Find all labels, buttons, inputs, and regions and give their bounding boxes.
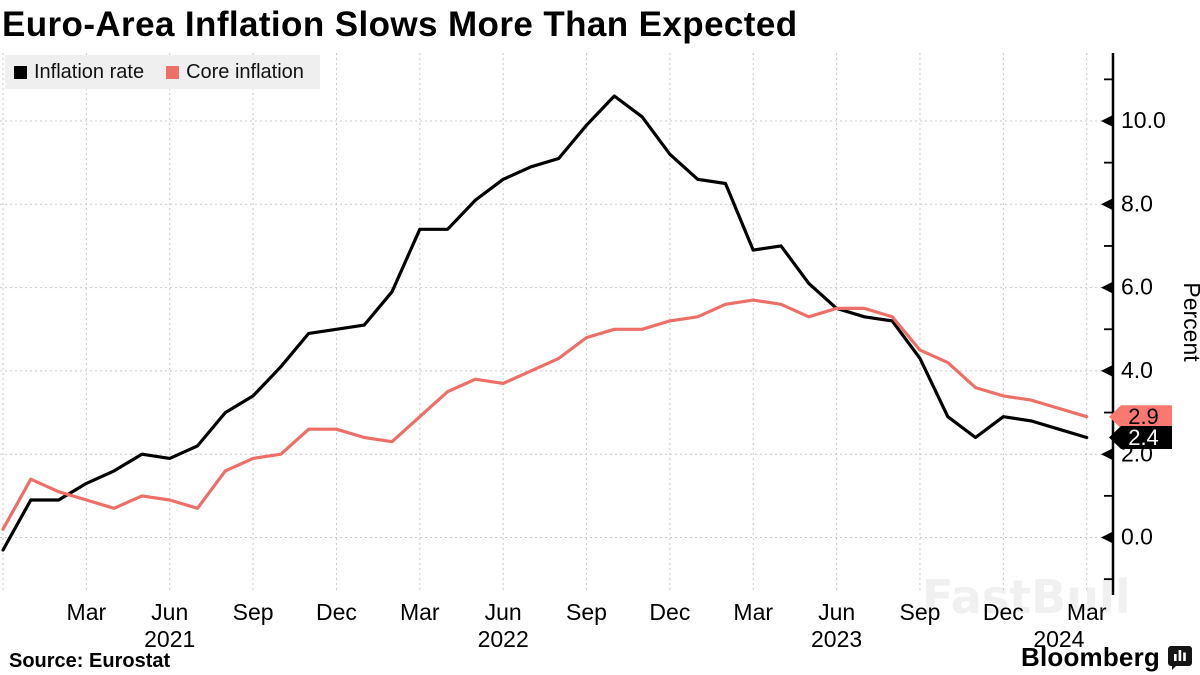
x-tick-label: Mar: [400, 599, 440, 625]
chart-title: Euro-Area Inflation Slows More Than Expe…: [2, 5, 798, 44]
x-tick-label: Mar: [1067, 599, 1107, 625]
x-tick-label: Jun: [818, 599, 855, 625]
y-tick-label: 6.0: [1121, 274, 1153, 300]
x-tick-label: Dec: [649, 599, 690, 625]
y-major-tick-arrow: [1101, 365, 1112, 377]
bloomberg-wordmark: Bloomberg: [1020, 642, 1160, 672]
x-year-label: 2021: [144, 626, 195, 652]
x-tick-label: Jun: [485, 599, 522, 625]
core-inflation-line: [1, 298, 1089, 531]
y-tick-label: 10.0: [1121, 107, 1166, 133]
core-inflation-swatch-icon: [166, 65, 180, 79]
x-tick-label: Mar: [733, 599, 773, 625]
x-tick-label: Sep: [233, 599, 274, 625]
y-axis-title: Percent: [1179, 282, 1200, 362]
y-major-tick-arrow: [1101, 282, 1112, 294]
x-tick-label: Jun: [151, 599, 188, 625]
x-year-label: 2024: [1033, 626, 1084, 652]
y-tick-label: 8.0: [1121, 190, 1153, 216]
y-tick-label: 4.0: [1121, 357, 1153, 383]
y-major-tick-arrow: [1101, 198, 1112, 210]
x-tick-label: Dec: [316, 599, 357, 625]
core-inflation-value-tag: [1109, 405, 1172, 429]
legend: Inflation rate Core inflation: [5, 55, 320, 89]
y-major-tick-arrow: [1101, 115, 1112, 127]
brand-footer: Bloomberg: [1021, 642, 1193, 673]
legend-label: Core inflation: [186, 60, 304, 83]
legend-item-core-inflation: Core inflation: [166, 61, 304, 84]
inflation-rate-line: [1, 94, 1089, 552]
inflation-rate-value-tag: [1109, 426, 1172, 450]
x-tick-label: Dec: [983, 599, 1024, 625]
inflation-rate-swatch-icon: [14, 65, 27, 79]
y-major-tick-arrow: [1101, 532, 1112, 543]
bar-chart-bubble-icon: [1168, 645, 1192, 670]
source-note: Source: Eurostat: [9, 650, 171, 672]
x-tick-label: Sep: [566, 599, 607, 625]
y-tick-label: 0.0: [1121, 524, 1153, 550]
y-major-tick-arrow: [1101, 448, 1112, 460]
legend-item-inflation-rate: Inflation rate: [14, 61, 144, 84]
value-tag-label: 2.4: [1128, 425, 1159, 450]
x-year-label: 2023: [811, 626, 862, 652]
x-tick-label: Sep: [900, 599, 941, 625]
x-year-label: 2022: [478, 626, 529, 652]
value-tag-label: 2.9: [1128, 404, 1159, 429]
fastbull-watermark: FastBull: [922, 570, 1131, 624]
legend-label: Inflation rate: [34, 60, 145, 83]
x-tick-label: Mar: [67, 599, 107, 625]
